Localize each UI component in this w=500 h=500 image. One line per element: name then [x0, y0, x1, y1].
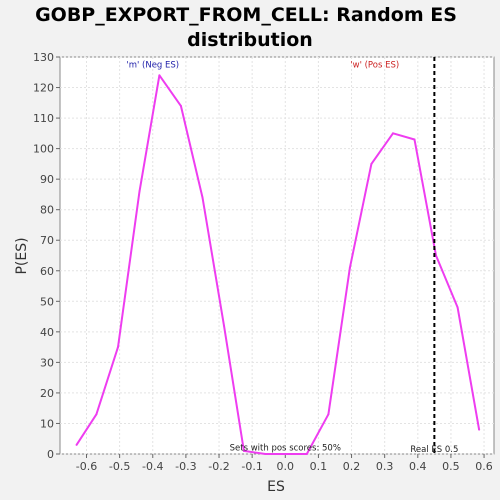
x-tick-label: -0.4	[142, 460, 163, 473]
y-tick-label: 80	[40, 204, 54, 217]
data-point	[158, 74, 161, 77]
data-point	[242, 449, 245, 452]
data-point	[179, 104, 182, 107]
series-line	[75, 74, 481, 455]
x-tick-label: -0.5	[109, 460, 130, 473]
real-es-label: Real ES 0.5	[410, 445, 458, 455]
data-point	[222, 324, 225, 327]
chart-annotation: 'w' (Pos ES)	[350, 61, 399, 71]
data-point	[413, 138, 416, 141]
y-tick-label: 110	[33, 112, 54, 125]
series-layer: Real ES 0.5	[75, 57, 481, 455]
data-point	[435, 254, 438, 257]
data-point	[478, 428, 481, 431]
y-tick-label: 40	[40, 326, 54, 339]
x-axis-label: ES	[267, 479, 285, 495]
data-point	[327, 413, 330, 416]
y-axis-label: P(ES)	[14, 237, 30, 274]
x-tick-label: 0.4	[409, 460, 427, 473]
x-tick-label: -0.6	[76, 460, 97, 473]
y-tick-label: 120	[33, 82, 54, 95]
data-point	[348, 266, 351, 269]
data-point	[95, 413, 98, 416]
y-tick-label: 10	[40, 417, 54, 430]
y-tick-label: 0	[47, 448, 54, 461]
x-tick-label: -0.2	[208, 460, 229, 473]
x-tick-label: -0.3	[175, 460, 196, 473]
y-tick-label: 20	[40, 387, 54, 400]
y-tick-label: 100	[33, 143, 54, 156]
data-point	[305, 453, 308, 455]
x-tick-label: 0.0	[277, 460, 295, 473]
x-tick-label: 0.3	[376, 460, 394, 473]
x-tick-label: 0.5	[442, 460, 460, 473]
data-point	[201, 196, 204, 199]
data-point	[138, 190, 141, 193]
annotation-layer: 'm' (Neg ES) 'w' (Pos ES) Sets with pos sc…	[126, 61, 399, 454]
chart-annotation: 'm' (Neg ES)	[126, 61, 179, 71]
data-point	[75, 443, 78, 446]
x-tick-label: 0.1	[310, 460, 328, 473]
x-tick-label: -0.1	[241, 460, 262, 473]
chart-title-line-1: GOBP_EXPORT_FROM_CELL: Random ES	[35, 4, 457, 26]
data-point	[391, 132, 394, 135]
y-axis: 0 10 20 30 40 50 60 70 80 90 100 110 120 130	[33, 51, 60, 461]
data-point	[370, 162, 373, 165]
x-tick-label: 0.2	[343, 460, 361, 473]
data-point	[284, 453, 287, 455]
x-axis: -0.6 -0.5 -0.4 -0.3 -0.2 -0.1 0.0 0.1 0.2 0.3 0.4 0…	[76, 454, 493, 473]
plot-area	[59, 56, 495, 455]
y-tick-label: 90	[40, 173, 54, 186]
data-point	[264, 453, 267, 455]
y-tick-label: 30	[40, 356, 54, 369]
y-tick-label: 50	[40, 295, 54, 308]
x-tick-label: 0.6	[475, 460, 493, 473]
y-tick-label: 70	[40, 234, 54, 247]
data-point	[456, 306, 459, 309]
data-point	[116, 346, 119, 349]
chart-title-line-2: distribution	[187, 29, 313, 51]
y-tick-label: 60	[40, 265, 54, 278]
y-tick-label: 130	[33, 51, 54, 64]
chart-annotation: Sets with pos scores: 50%	[230, 443, 341, 453]
